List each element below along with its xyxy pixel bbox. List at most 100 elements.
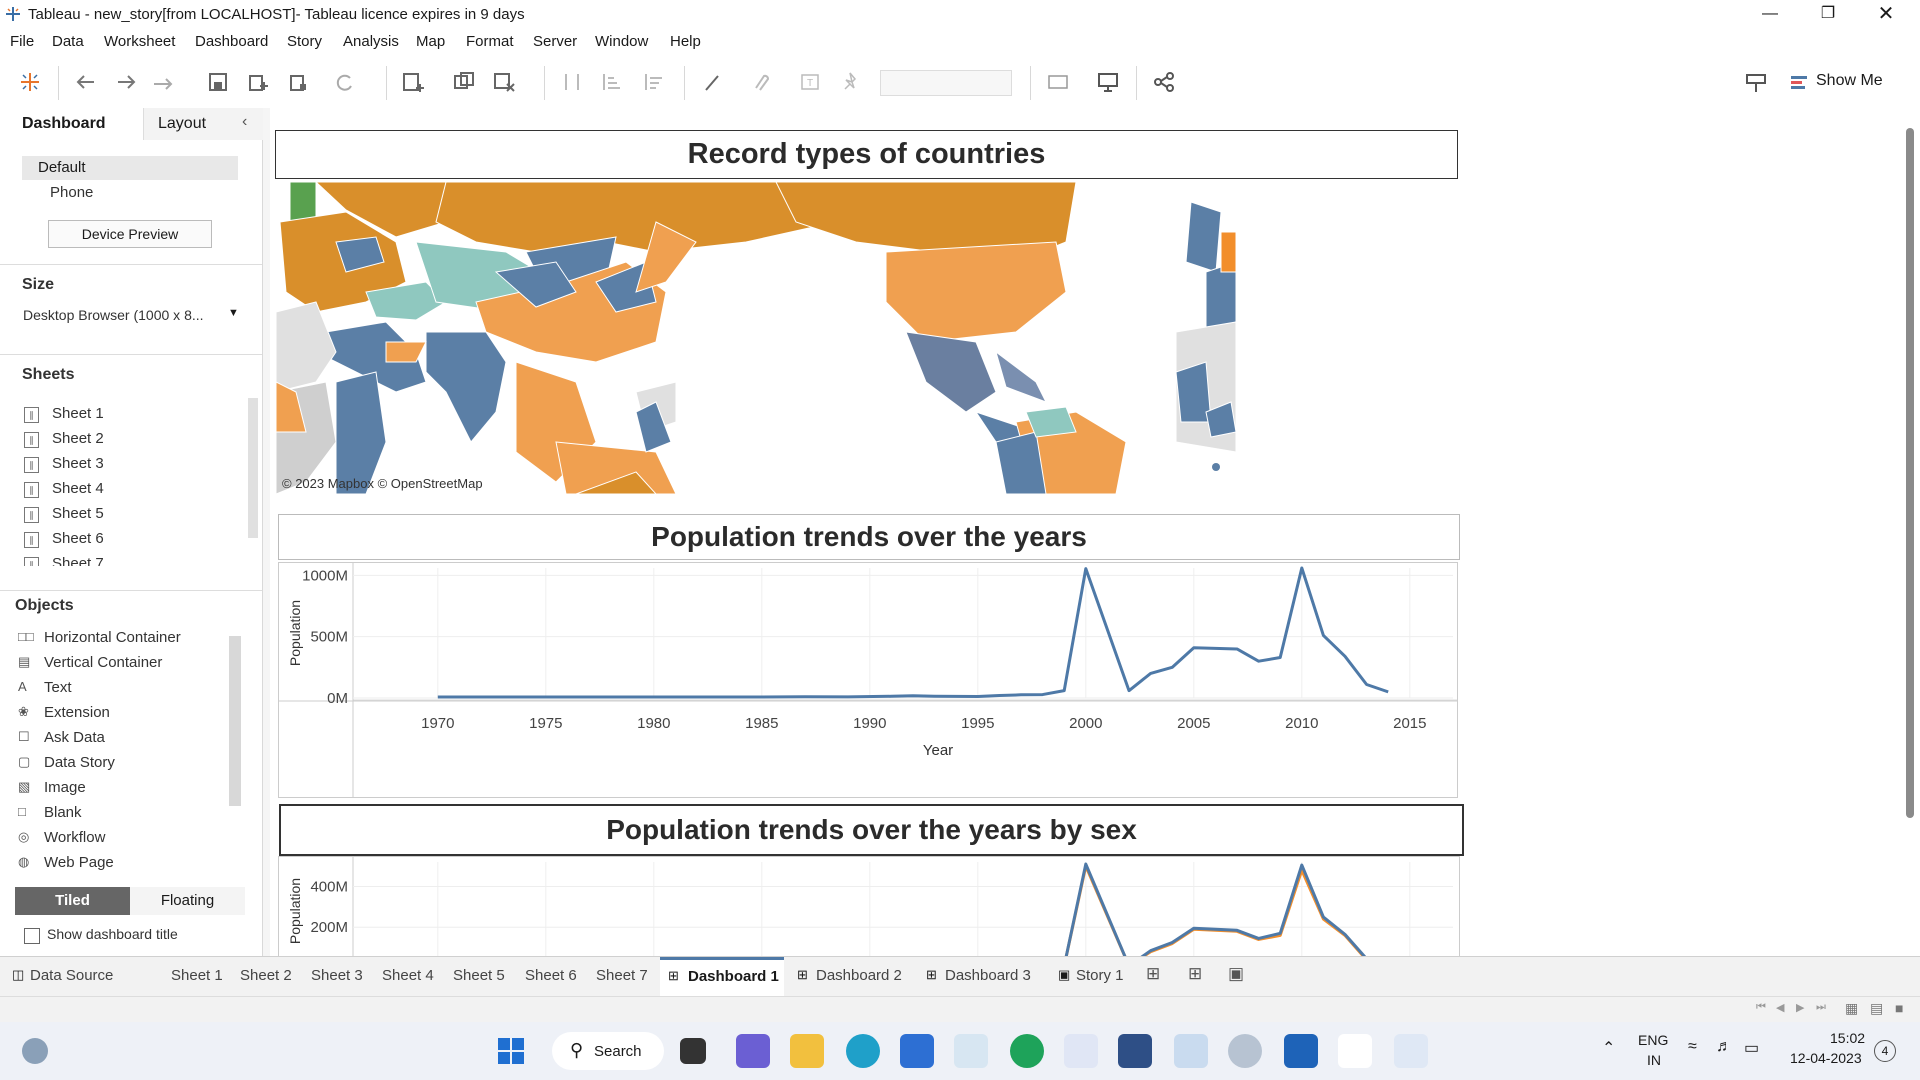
objects-scrollbar[interactable] <box>229 636 241 806</box>
windows-start-icon[interactable] <box>494 1034 528 1068</box>
close-button[interactable]: ✕ <box>1877 3 1895 25</box>
tableau-taskbar-icon[interactable] <box>1394 1034 1428 1068</box>
app-green-icon[interactable] <box>1010 1034 1044 1068</box>
fit-dropdown[interactable] <box>880 70 1012 96</box>
presentation-icon[interactable] <box>1094 68 1122 96</box>
new-worksheet-icon[interactable] <box>398 68 426 96</box>
clock-time[interactable]: 15:02 <box>1830 1030 1866 1046</box>
edge-icon[interactable] <box>846 1034 880 1068</box>
chevron-up-icon[interactable]: ⌃ <box>1602 1040 1616 1057</box>
duplicate-sheet-icon[interactable] <box>450 68 478 96</box>
tab-sheet-2[interactable]: Sheet 2 <box>240 967 292 984</box>
menu-format[interactable]: Format <box>466 33 514 50</box>
language-code[interactable]: ENG <box>1638 1032 1669 1048</box>
canvas-scrollbar[interactable] <box>1906 128 1914 818</box>
tab-dashboard-3[interactable]: Dashboard 3 <box>945 967 1031 984</box>
show-me-button[interactable]: Show Me <box>1816 72 1883 89</box>
menu-map[interactable]: Map <box>416 33 446 50</box>
tab-sheet-5[interactable]: Sheet 5 <box>453 967 505 984</box>
menu-worksheet[interactable]: Worksheet <box>104 33 176 50</box>
menu-window[interactable]: Window <box>595 33 649 50</box>
tab-sheet-4[interactable]: Sheet 4 <box>382 967 434 984</box>
filmstrip-view-icon[interactable]: ■ <box>1895 1000 1904 1016</box>
pin-icon[interactable] <box>836 68 864 96</box>
minimize-button[interactable]: — <box>1762 5 1778 22</box>
grid-view-icon[interactable]: ▦ <box>1845 1000 1859 1016</box>
tab-data-source[interactable]: Data Source <box>30 967 114 984</box>
labels-icon[interactable]: T <box>796 68 824 96</box>
battery-icon[interactable]: ▭ <box>1744 1040 1760 1057</box>
weather-icon[interactable] <box>22 1038 48 1064</box>
restore-button[interactable]: ❐ <box>1820 5 1836 22</box>
tab-sheet-3[interactable]: Sheet 3 <box>311 967 363 984</box>
population-line-chart[interactable]: 1970 1975 1980 1985 1990 1995 2000 2005 2010 2015… <box>278 562 1458 798</box>
floating-toggle[interactable]: Floating <box>130 887 245 915</box>
tab-layout[interactable]: Layout ‹ <box>143 108 263 140</box>
tab-dashboard[interactable]: Dashboard <box>0 108 143 140</box>
clock-date[interactable]: 12-04-2023 <box>1790 1050 1862 1066</box>
device-default[interactable]: Default <box>22 156 238 180</box>
tab-sheet-7[interactable]: Sheet 7 <box>596 967 648 984</box>
menu-dashboard[interactable]: Dashboard <box>195 33 269 50</box>
tab-sheet-1[interactable]: Sheet 1 <box>171 967 223 984</box>
swap-icon[interactable] <box>558 68 586 96</box>
collapse-chevron-icon[interactable]: ‹ <box>242 113 248 130</box>
region-code[interactable]: IN <box>1647 1052 1661 1068</box>
pause-updates-icon[interactable] <box>284 68 312 96</box>
show-cards-icon[interactable] <box>1044 68 1072 96</box>
tableau-public-icon[interactable] <box>1064 1034 1098 1068</box>
redo-icon[interactable] <box>112 68 140 96</box>
group-icon[interactable] <box>746 68 774 96</box>
settings-icon[interactable] <box>1228 1034 1262 1068</box>
menu-analysis[interactable]: Analysis <box>343 33 399 50</box>
menu-help[interactable]: Help <box>670 33 701 50</box>
app-m-icon[interactable] <box>1338 1034 1372 1068</box>
show-title-checkbox[interactable] <box>24 928 40 944</box>
format-painter-icon[interactable] <box>1742 68 1770 96</box>
tab-dashboard-2[interactable]: Dashboard 2 <box>816 967 902 984</box>
world-map[interactable]: © 2023 Mapbox © OpenStreetMap <box>276 182 1457 494</box>
device-phone[interactable]: Phone <box>50 184 94 201</box>
dropdown-arrow-icon[interactable]: ▼ <box>228 307 239 319</box>
sort-ascending-icon[interactable] <box>598 68 626 96</box>
menu-story[interactable]: Story <box>287 33 323 50</box>
wifi-icon[interactable]: ≈ <box>1688 1038 1697 1055</box>
sort-descending-icon[interactable] <box>640 68 668 96</box>
tableau-home-icon[interactable] <box>16 68 44 96</box>
volume-icon[interactable]: ♬ <box>1716 1038 1732 1055</box>
mail-icon[interactable] <box>1284 1034 1318 1068</box>
store-icon[interactable] <box>900 1034 934 1068</box>
tab-sheet-6[interactable]: Sheet 6 <box>525 967 577 984</box>
new-worksheet-tab-icon[interactable]: ⊞ <box>1146 964 1161 983</box>
notification-badge[interactable]: 4 <box>1874 1040 1896 1062</box>
list-view-icon[interactable]: ▤ <box>1870 1000 1884 1016</box>
prev-sheet-icon[interactable]: ◀ <box>1776 1002 1785 1014</box>
refresh-icon[interactable] <box>330 68 358 96</box>
show-me-icon[interactable] <box>1786 68 1814 96</box>
new-datasource-icon[interactable] <box>244 68 272 96</box>
menu-server[interactable]: Server <box>533 33 578 50</box>
size-dropdown[interactable]: Desktop Browser (1000 x 8... <box>23 307 204 323</box>
app-icon[interactable] <box>954 1034 988 1068</box>
tiled-toggle[interactable]: Tiled <box>15 887 130 915</box>
new-story-tab-icon[interactable]: ▣ <box>1228 964 1245 983</box>
share-icon[interactable] <box>1150 68 1178 96</box>
last-sheet-icon[interactable]: ⏭ <box>1816 1001 1826 1013</box>
replay-icon[interactable] <box>150 68 178 96</box>
task-view-icon[interactable] <box>680 1038 706 1064</box>
menu-data[interactable]: Data <box>52 33 84 50</box>
menu-file[interactable]: File <box>10 33 35 50</box>
highlight-icon[interactable] <box>698 68 726 96</box>
tab-dashboard-1[interactable]: ⊞ Dashboard 1 <box>660 957 784 997</box>
first-sheet-icon[interactable]: ⏮ <box>1756 1001 1766 1013</box>
undo-icon[interactable] <box>72 68 100 96</box>
clear-sheet-icon[interactable] <box>490 68 518 96</box>
chart-app-icon[interactable] <box>1174 1034 1208 1068</box>
next-sheet-icon[interactable]: ▶ <box>1796 1002 1805 1014</box>
sheets-scrollbar[interactable] <box>248 398 258 538</box>
population-by-sex-chart[interactable]: 400M 200M Population <box>278 856 1460 956</box>
file-explorer-icon[interactable] <box>790 1034 824 1068</box>
save-icon[interactable] <box>204 68 232 96</box>
device-preview-button[interactable]: Device Preview <box>48 220 212 248</box>
new-dashboard-tab-icon[interactable]: ⊞ <box>1188 964 1203 983</box>
